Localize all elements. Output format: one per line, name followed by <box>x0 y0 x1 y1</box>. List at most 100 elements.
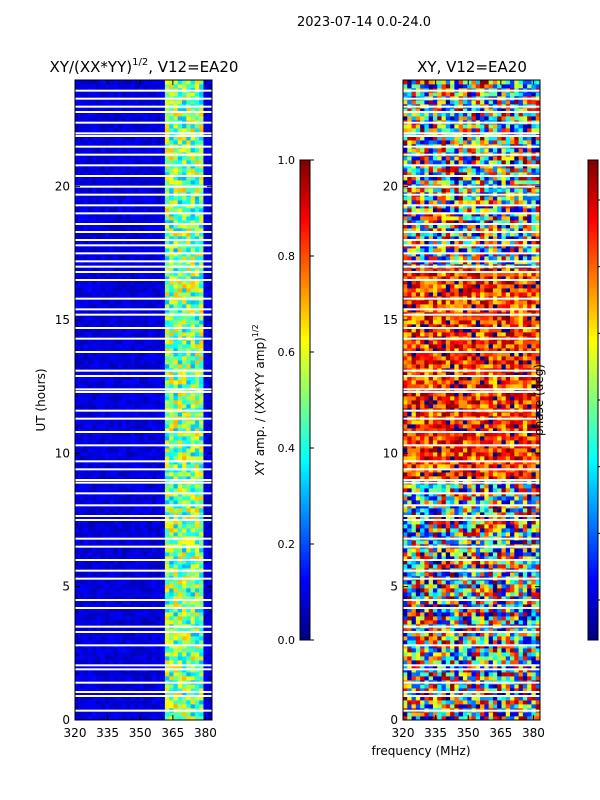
heatmap-cell <box>117 160 123 165</box>
heatmap-cell <box>139 316 144 321</box>
heatmap-cell <box>147 148 153 153</box>
heatmap-cell <box>75 616 80 621</box>
heatmap-cell <box>79 148 84 153</box>
heatmap-cell <box>147 384 153 389</box>
heatmap-cell <box>152 172 157 177</box>
heatmap-cell <box>122 360 127 365</box>
heatmap-cell <box>147 320 153 325</box>
heatmap-cell <box>173 656 179 661</box>
heatmap-cell <box>186 160 191 165</box>
heatmap-cell <box>122 428 127 433</box>
heatmap-cell <box>92 452 97 457</box>
heatmap-cell <box>173 284 179 289</box>
heatmap-cell <box>79 700 84 705</box>
heatmap-cell <box>117 348 123 353</box>
heatmap-cell <box>160 148 166 153</box>
heatmap-cell <box>130 548 136 553</box>
figure-title: 2023-07-14 0.0-24.0 <box>297 15 431 30</box>
heatmap-cell <box>126 608 132 613</box>
heatmap-cell <box>130 284 136 289</box>
heatmap-cell <box>203 180 209 185</box>
heatmap-cell <box>83 316 89 321</box>
heatmap-cell <box>113 376 119 381</box>
heatmap-cell <box>130 300 136 305</box>
heatmap-cell <box>147 484 153 489</box>
heatmap-cell <box>79 464 84 469</box>
heatmap-cell <box>79 484 84 489</box>
heatmap-cell <box>186 604 191 609</box>
heatmap-cell <box>177 420 183 425</box>
heatmap-cell <box>130 648 136 653</box>
heatmap-cell <box>100 224 106 229</box>
heatmap-cell <box>199 316 204 321</box>
heatmap-cell <box>186 100 191 105</box>
heatmap-cell <box>109 716 114 721</box>
heatmap-cell <box>173 464 179 469</box>
heatmap-cell <box>100 548 106 553</box>
heatmap-cell <box>199 596 204 601</box>
heatmap-cell <box>199 176 204 181</box>
heatmap-cell <box>96 344 102 349</box>
heatmap-cell <box>122 140 127 145</box>
heatmap-cell <box>104 432 110 437</box>
heatmap-cell <box>169 464 174 469</box>
heatmap-cell <box>177 572 183 577</box>
heatmap-cell <box>182 496 187 501</box>
heatmap-cell <box>126 688 132 693</box>
heatmap-cell <box>117 148 123 153</box>
heatmap-cell <box>143 156 149 161</box>
heatmap-cell <box>194 108 200 113</box>
heatmap-cell <box>83 188 89 193</box>
heatmap-cell <box>113 688 119 693</box>
heatmap-cell <box>87 564 93 569</box>
heatmap-cell <box>177 300 183 305</box>
heatmap-cell <box>134 552 140 557</box>
heatmap-cell <box>177 616 183 621</box>
heatmap-cell <box>186 140 191 145</box>
heatmap-cell <box>92 616 97 621</box>
heatmap-cell <box>139 712 144 717</box>
heatmap-cell <box>96 412 102 417</box>
heatmap-cell <box>139 584 144 589</box>
heatmap-cell <box>117 508 123 513</box>
heatmap-cell <box>96 432 102 437</box>
heatmap-cell <box>207 168 213 173</box>
heatmap-cell <box>173 588 179 593</box>
heatmap-cell <box>113 288 119 293</box>
heatmap-cell <box>104 448 110 453</box>
heatmap-cell <box>194 284 200 289</box>
heatmap-cell <box>104 384 110 389</box>
heatmap-cell <box>182 372 187 377</box>
heatmap-cell <box>190 472 196 477</box>
heatmap-cell <box>75 320 80 325</box>
heatmap-cell <box>173 328 179 333</box>
heatmap-cell <box>139 488 144 493</box>
heatmap-cell <box>100 348 106 353</box>
heatmap-cell <box>164 412 170 417</box>
heatmap-cell <box>113 248 119 253</box>
heatmap-cell <box>203 596 209 601</box>
heatmap-cell <box>194 360 200 365</box>
heatmap-cell <box>92 128 97 133</box>
heatmap-cell <box>109 712 114 717</box>
heatmap-cell <box>177 392 183 397</box>
heatmap-cell <box>156 348 162 353</box>
heatmap-cell <box>92 588 97 593</box>
heatmap-cell <box>117 272 123 277</box>
heatmap-cell <box>164 316 170 321</box>
heatmap-cell <box>147 116 153 121</box>
heatmap-cell <box>92 660 97 665</box>
heatmap-cell <box>164 496 170 501</box>
heatmap-cell <box>92 392 97 397</box>
heatmap-cell <box>134 320 140 325</box>
heatmap-cell <box>164 696 170 701</box>
heatmap-cell <box>100 240 106 245</box>
heatmap-cell <box>194 472 200 477</box>
heatmap-cell <box>186 372 191 377</box>
heatmap-cell <box>203 532 209 537</box>
heatmap-cell <box>79 608 84 613</box>
heatmap-cell <box>87 248 93 253</box>
heatmap-cell <box>152 380 157 385</box>
heatmap-cell <box>117 356 123 361</box>
heatmap-cell <box>126 392 132 397</box>
